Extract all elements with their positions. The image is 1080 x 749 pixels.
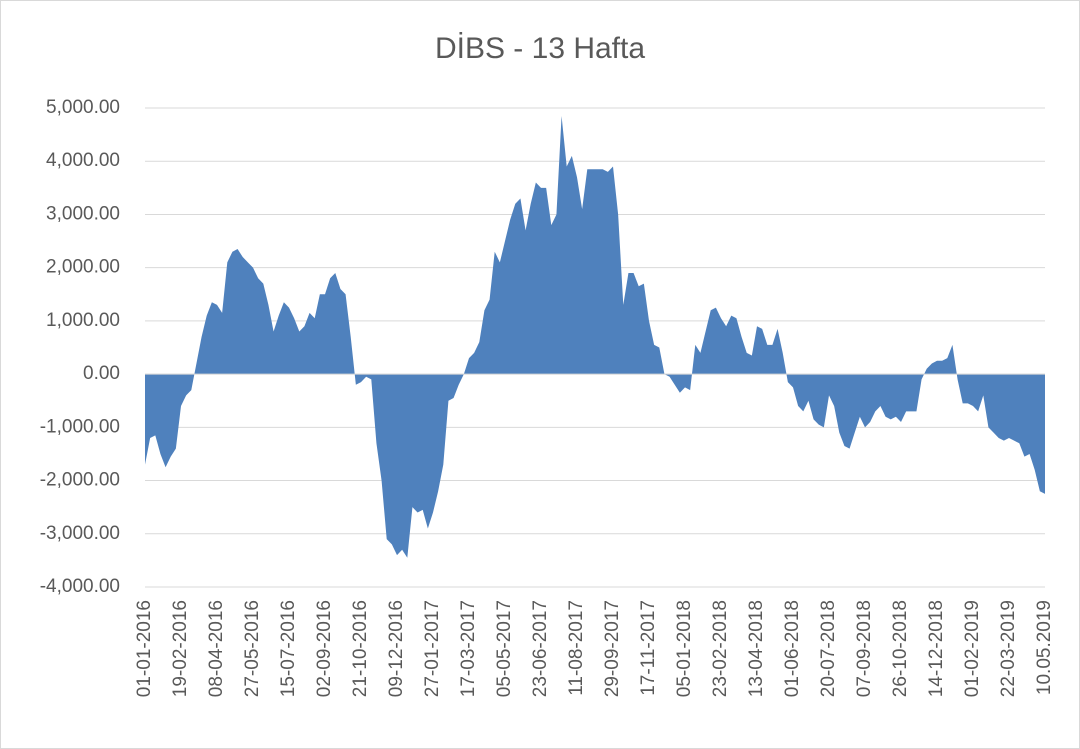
y-tick-label: 0.00 [83, 363, 120, 384]
area [145, 115, 1045, 558]
x-tick-label: 07-09-2018 [854, 600, 875, 697]
x-tick-label: 11-08-2017 [566, 600, 587, 696]
x-tick-label: 10.05.2019 [1034, 600, 1055, 695]
y-tick-label: 3,000.00 [46, 203, 120, 224]
x-tick-label: 05-01-2018 [674, 600, 695, 697]
x-tick-label: 01-06-2018 [782, 600, 803, 697]
y-tick-label: -2,000.00 [40, 470, 120, 491]
x-tick-label: 13-04-2018 [746, 600, 767, 697]
x-tick-label: 19-02-2016 [170, 600, 191, 697]
x-tick-label: 01-02-2019 [962, 600, 983, 697]
y-tick-label: -1,000.00 [40, 416, 120, 437]
y-tick-label: 5,000.00 [46, 97, 120, 118]
x-tick-label: 01-01-2016 [134, 600, 155, 697]
y-tick-label: -3,000.00 [40, 523, 120, 544]
x-tick-label: 23-02-2018 [710, 600, 731, 697]
x-tick-label: 17-03-2017 [458, 600, 479, 697]
x-tick-label: 15-07-2016 [278, 600, 299, 697]
x-tick-label: 22-03-2019 [998, 600, 1019, 697]
y-tick-label: 4,000.00 [46, 150, 120, 171]
x-tick-label: 02-09-2016 [314, 600, 335, 697]
x-tick-label: 08-04-2016 [206, 600, 227, 697]
x-tick-label: 05-05-2017 [494, 600, 515, 697]
x-tick-label: 17-11-2017 [638, 600, 659, 696]
x-tick-label: 26-10-2018 [890, 600, 911, 697]
chart-title: DİBS - 13 Hafta [435, 32, 645, 65]
x-tick-label: 29-09-2017 [602, 600, 623, 697]
x-tick-label: 09-12-2016 [386, 600, 407, 697]
x-tick-label: 14-12-2018 [926, 600, 947, 697]
x-tick-label: 20-07-2018 [818, 600, 839, 697]
x-tick-label: 23-06-2017 [530, 600, 551, 697]
x-tick-label: 27-05-2016 [242, 600, 263, 697]
y-tick-label: 2,000.00 [46, 257, 120, 278]
y-tick-label: 1,000.00 [46, 310, 120, 331]
x-tick-label: 21-10-2016 [350, 600, 371, 697]
y-tick-label: -4,000.00 [40, 576, 120, 597]
x-tick-label: 27-01-2017 [422, 600, 443, 697]
